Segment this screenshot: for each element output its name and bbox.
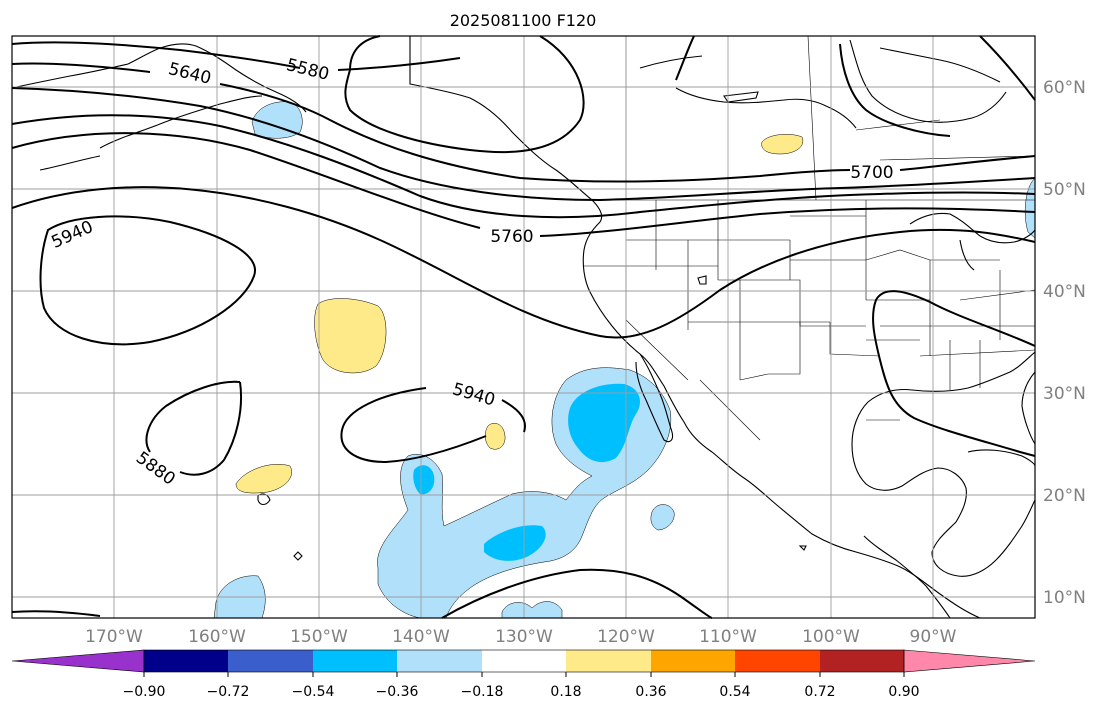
lon-label-100w: 100°W xyxy=(802,627,860,647)
contour-label-5760: 5760 xyxy=(490,227,533,247)
coastlines xyxy=(11,36,1036,619)
lat-label-40n: 40°N xyxy=(1043,282,1086,302)
colorbar-bin-5 xyxy=(482,650,566,672)
colorbar: −0.90 −0.72 −0.54 −0.36 −0.18 0.18 0.36 … xyxy=(11,649,1036,700)
colorbar-bin-2 xyxy=(228,650,313,672)
colorbar-bin-7 xyxy=(651,650,735,672)
lat-label-10n: 10°N xyxy=(1043,588,1086,608)
colorbar-extend-high xyxy=(903,649,1036,673)
colorbar-bin-6 xyxy=(566,650,651,672)
colorbar-bin-8 xyxy=(735,650,820,672)
colorbar-bin-3 xyxy=(313,650,397,672)
colorbar-tick-label-5: −0.18 xyxy=(461,684,504,700)
lat-label-50n: 50°N xyxy=(1043,180,1086,200)
colorbar-tick-label-6: 0.18 xyxy=(550,684,581,700)
lon-label-90w: 90°W xyxy=(910,627,957,647)
lon-label-110w: 110°W xyxy=(699,627,757,647)
fill-positive-canada xyxy=(761,134,804,155)
colorbar-tick-label-7: 0.36 xyxy=(635,684,666,700)
colorbar-tick-label-4: −0.36 xyxy=(376,684,419,700)
fill-negative-small-east xyxy=(650,504,675,531)
lon-label-140w: 140°W xyxy=(392,627,450,647)
colorbar-tick-label-8: 0.54 xyxy=(719,684,750,700)
lon-label-130w: 130°W xyxy=(495,627,553,647)
lon-label-160w: 160°W xyxy=(188,627,246,647)
fill-positive-hawaii xyxy=(235,463,292,494)
lat-label-60n: 60°N xyxy=(1043,78,1086,98)
latitude-labels: 60°N 50°N 40°N 30°N 20°N 10°N xyxy=(1043,78,1086,608)
colorbar-ticks xyxy=(143,672,905,677)
lon-label-120w: 120°W xyxy=(597,627,655,647)
colorbar-tick-label-10: 0.90 xyxy=(888,684,919,700)
colorbar-tick-label-9: 0.72 xyxy=(804,684,835,700)
colorbar-bin-9 xyxy=(820,650,904,672)
lat-label-30n: 30°N xyxy=(1043,384,1086,404)
map-panel: 5640 5580 5700 5760 5940 5940 5880 xyxy=(11,35,1036,619)
figure-title: 2025081100 F120 xyxy=(450,11,597,30)
fill-negative-south-bottom xyxy=(501,601,563,619)
colorbar-extend-low xyxy=(11,649,145,673)
longitude-labels: 170°W 160°W 150°W 140°W 130°W 120°W 110°… xyxy=(85,627,957,647)
map-frame xyxy=(11,35,1036,619)
colorbar-tick-label-2: −0.72 xyxy=(207,684,250,700)
height-contours xyxy=(11,35,1036,619)
fill-negative-core-south xyxy=(484,525,546,561)
lat-label-20n: 20°N xyxy=(1043,486,1086,506)
fill-positive-midpacific xyxy=(314,298,387,374)
lon-label-150w: 150°W xyxy=(290,627,348,647)
fill-positive-small xyxy=(485,423,506,450)
fill-negative-core-baja xyxy=(568,383,640,463)
colorbar-bin-1 xyxy=(144,650,228,672)
colorbar-tick-label-1: −0.90 xyxy=(123,684,166,700)
fill-negative-alaska xyxy=(251,101,303,139)
colorbar-bin-4 xyxy=(397,650,482,672)
lon-label-170w: 170°W xyxy=(85,627,143,647)
fill-negative-core-small xyxy=(413,465,435,495)
graticule xyxy=(12,36,1035,618)
contour-label-5700: 5700 xyxy=(850,163,893,183)
colorbar-frame xyxy=(143,649,905,673)
colorbar-tick-label-3: −0.54 xyxy=(292,684,335,700)
